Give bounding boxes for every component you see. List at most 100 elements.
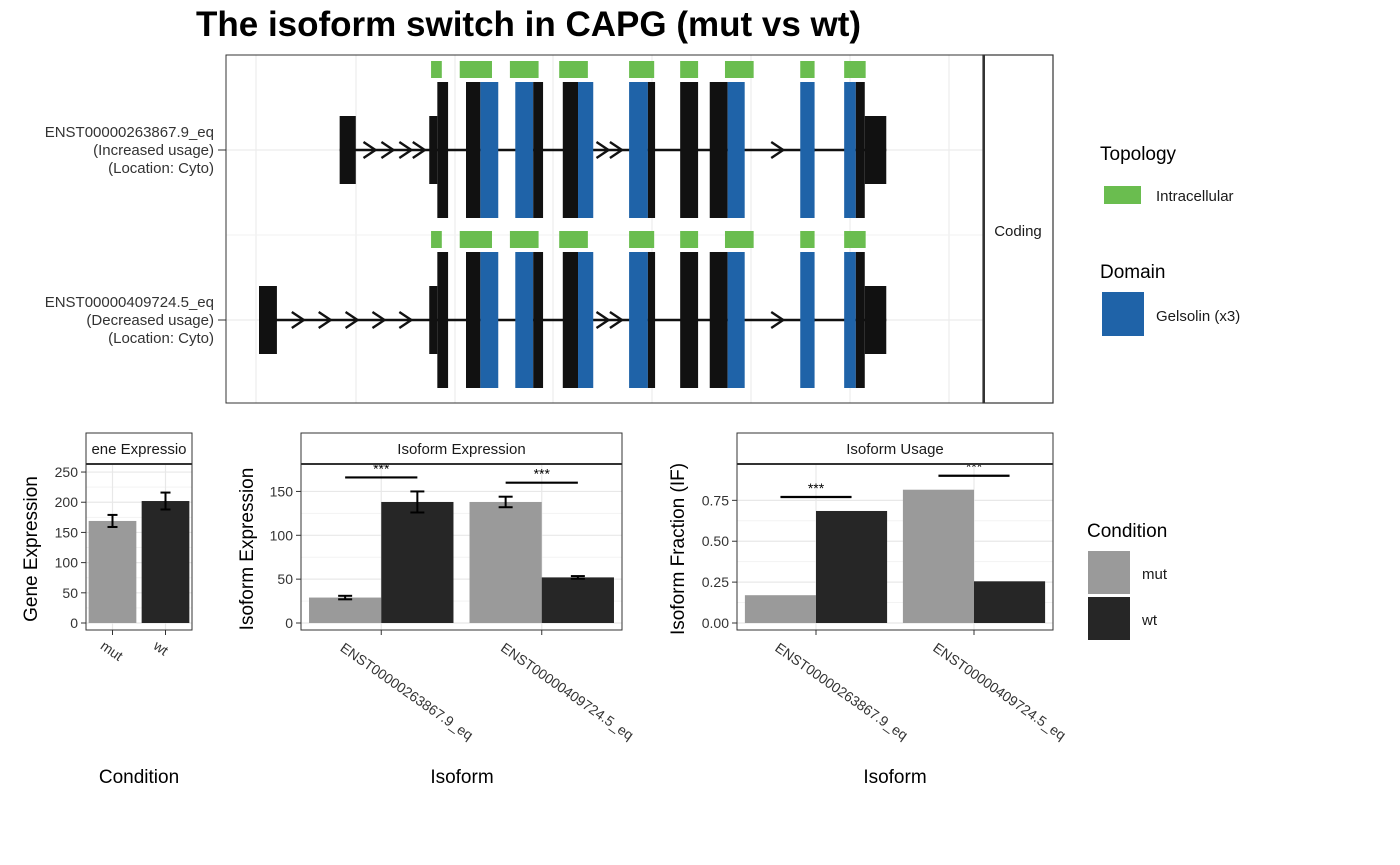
chart-0: 0 50 100 150 200 250 ene Expressio mut wt Conditi…	[21, 432, 193, 788]
domain-segment	[844, 82, 856, 218]
transcript-usage-label: (Decreased usage)	[86, 312, 214, 329]
coding-exon	[466, 252, 481, 388]
bar-mut-ENST00000263867.9_eq	[309, 597, 382, 623]
chart-x-tick-label: ENST00000263867.9_eq	[338, 639, 477, 743]
topology-segment	[844, 231, 866, 248]
domain-segment	[629, 252, 648, 388]
bar-mut-ENST00000409724.5_eq	[902, 489, 974, 623]
coding-exon	[709, 82, 728, 218]
legend-domain-title: Domain	[1100, 262, 1165, 283]
legend-topology: Topology Intracellular	[1100, 144, 1234, 205]
legend-topology-item-intracellular: Intracellular	[1156, 188, 1234, 205]
transcript-direction-arrow	[398, 141, 414, 159]
transcript-ENST00000263867.9_eq	[339, 61, 887, 218]
transcript-direction-arrow	[595, 311, 611, 329]
topology-segment	[724, 231, 754, 248]
chart-y-tick-label: 200	[55, 494, 79, 510]
domain-segment	[578, 252, 594, 388]
chart-x-axis-title: Isoform	[863, 767, 926, 788]
transcript-id-label: ENST00000409724.5_eq	[45, 294, 214, 311]
transcript-direction-arrow	[770, 311, 786, 329]
coding-exon	[562, 82, 579, 218]
topology-segment	[509, 231, 539, 248]
bar-wt-ENST00000263867.9_eq	[381, 501, 454, 623]
domain-segment	[480, 82, 499, 218]
significance-label: ***	[808, 480, 825, 496]
topology-segment	[680, 61, 699, 78]
topology-segment	[844, 61, 866, 78]
transcript-direction-arrow	[362, 141, 378, 159]
topology-segment	[459, 231, 492, 248]
transcript-location-label: (Location: Cyto)	[108, 330, 214, 347]
chart-strip-label: Isoform Usage	[846, 441, 944, 458]
coding-exon	[855, 82, 865, 218]
topology-segment	[559, 231, 588, 248]
domain-segment	[515, 82, 534, 218]
chart-strip-label: Isoform Expression	[397, 441, 525, 458]
coding-exon	[437, 252, 449, 388]
chart-y-tick-label: 150	[55, 524, 79, 540]
domain-segment	[578, 82, 594, 218]
domain-segment	[515, 252, 534, 388]
structure-transcript-labels: ENST00000263867.9_eq(Increased usage)(Lo…	[45, 124, 226, 347]
bar-wt-ENST00000263867.9_eq	[816, 510, 888, 623]
chart-y-tick-label: 0.50	[702, 533, 729, 549]
topology-segment	[800, 231, 815, 248]
utr-exon	[429, 116, 438, 184]
domain-segment	[800, 252, 815, 388]
transcript-direction-arrow	[318, 311, 333, 329]
chart-y-tick-label: 0	[285, 615, 293, 631]
legend-condition-key-wt	[1088, 597, 1130, 640]
transcript-direction-arrow	[291, 311, 306, 329]
topology-segment	[680, 231, 699, 248]
bar-mut-ENST00000263867.9_eq	[744, 595, 816, 623]
legend-topology-key-intracellular	[1104, 186, 1141, 204]
transcript-direction-arrow	[770, 141, 786, 159]
coding-exon	[709, 252, 728, 388]
domain-segment	[480, 252, 499, 388]
domain-segment	[800, 82, 815, 218]
bar-charts: 0 50 100 150 200 250 ene Expressio mut wt Conditi…	[21, 432, 1069, 788]
chart-x-axis-title: Isoform	[430, 767, 493, 788]
chart-y-tick-label: 0.00	[702, 615, 729, 631]
coding-exon	[647, 252, 656, 388]
bar-wt-ENST00000409724.5_eq	[541, 577, 614, 623]
domain-segment	[727, 82, 745, 218]
structure-panel: Coding ENST00000263867.9_eq(Increased us…	[45, 54, 1054, 404]
topology-segment	[559, 61, 588, 78]
chart-strip-box	[736, 432, 1054, 465]
transcript-label-0: ENST00000263867.9_eq(Increased usage)(Lo…	[45, 124, 226, 177]
transcript-direction-arrow	[595, 141, 611, 159]
utr-exon	[429, 286, 438, 354]
transcript-direction-arrow	[380, 141, 396, 159]
topology-segment	[629, 231, 655, 248]
legend-condition-title: Condition	[1087, 521, 1167, 542]
domain-segment	[727, 252, 745, 388]
topology-segment	[724, 61, 754, 78]
chart-strip-box	[85, 432, 193, 465]
coding-exon	[562, 252, 579, 388]
transcript-direction-arrow	[609, 311, 625, 329]
topology-segment	[431, 231, 442, 248]
chart-y-tick-label: 150	[270, 483, 294, 499]
chart-x-tick-label: ENST00000409724.5_eq	[498, 639, 637, 743]
structure-facet-label: Coding	[994, 223, 1042, 240]
chart-x-tick-label: ENST00000263867.9_eq	[772, 639, 911, 743]
chart-y-tick-label: 0.75	[702, 492, 729, 508]
transcript-direction-arrow	[609, 141, 625, 159]
coding-exon	[855, 252, 865, 388]
chart-x-tick-label: mut	[98, 637, 126, 664]
legend-condition-item-mut: mut	[1142, 566, 1168, 583]
utr-exon	[259, 286, 277, 354]
transcript-label-1: ENST00000409724.5_eq(Decreased usage)(Lo…	[45, 294, 226, 347]
legend-condition: Condition mut wt	[1087, 521, 1168, 640]
chart-x-axis-title: Condition	[99, 767, 179, 788]
chart-2: 0.000.250.500.75******Isoform UsageENST0…	[668, 432, 1069, 788]
legend-condition-item-wt: wt	[1141, 612, 1158, 629]
chart-y-axis-title: Isoform Fraction (IF)	[668, 463, 689, 635]
transcript-direction-arrow	[398, 311, 414, 329]
topology-segment	[629, 61, 655, 78]
chart-y-tick-label: 0	[70, 615, 78, 631]
transcript-direction-arrow	[344, 311, 360, 329]
